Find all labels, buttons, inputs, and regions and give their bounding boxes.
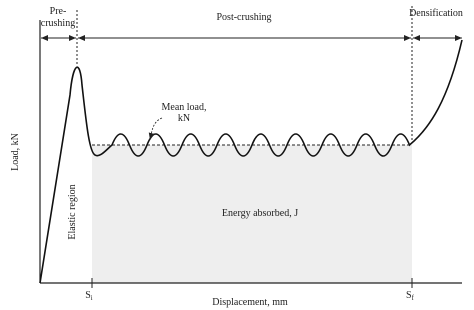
annotation: Mean load,: [162, 102, 207, 113]
symbol: S: [406, 290, 412, 301]
symbol: S: [85, 290, 91, 301]
subscript: i: [91, 294, 93, 302]
annotation: kN: [178, 113, 190, 124]
region-label: Post-crushing: [217, 12, 272, 23]
y-axis-label: Load, kN: [10, 133, 21, 171]
region-label: crushing: [41, 18, 75, 29]
load-curve: [39, 39, 463, 284]
annotation: Elastic region: [67, 184, 78, 239]
region-label: Pre-: [50, 6, 67, 17]
x-axis-label: Displacement, mm: [212, 297, 288, 308]
marker-label: Sf: [406, 290, 415, 302]
region-label: Densification: [409, 8, 463, 19]
energy-area: [92, 145, 412, 283]
subscript: f: [412, 294, 415, 302]
annotation: Energy absorbed, J: [222, 208, 298, 219]
marker-label: Si: [85, 290, 93, 302]
